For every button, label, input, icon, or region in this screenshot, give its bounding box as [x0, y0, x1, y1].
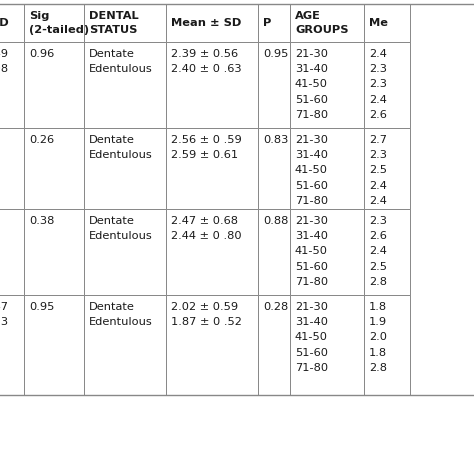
- Text: 2.4
2.3
2.3
2.4
2.6: 2.4 2.3 2.3 2.4 2.6: [369, 49, 387, 120]
- Bar: [364, 128, 410, 209]
- Bar: [0, 128, 24, 209]
- Text: .49
.08: .49 .08: [0, 49, 9, 74]
- Bar: [84, 295, 166, 395]
- Text: 0.95: 0.95: [263, 49, 288, 59]
- Text: 0.26: 0.26: [29, 135, 54, 145]
- Text: 2.7
2.3
2.5
2.4
2.4: 2.7 2.3 2.5 2.4 2.4: [369, 135, 387, 206]
- Text: 21-30
31-40
41-50
51-60
71-80: 21-30 31-40 41-50 51-60 71-80: [295, 302, 328, 373]
- Bar: [84, 128, 166, 209]
- Bar: [0, 4, 24, 42]
- Text: 0.28: 0.28: [263, 302, 288, 312]
- Text: 21-30
31-40
41-50
51-60
71-80: 21-30 31-40 41-50 51-60 71-80: [295, 49, 328, 120]
- Bar: [258, 4, 290, 42]
- Bar: [290, 42, 364, 128]
- Text: 2.47 ± 0.68
2.44 ± 0 .80: 2.47 ± 0.68 2.44 ± 0 .80: [171, 216, 242, 241]
- Bar: [258, 295, 290, 395]
- Bar: [84, 209, 166, 295]
- Bar: [258, 42, 290, 128]
- Bar: [24, 295, 84, 395]
- Bar: [0, 42, 24, 128]
- Text: 0.95: 0.95: [29, 302, 55, 312]
- Text: 2.39 ± 0.56
2.40 ± 0 .63: 2.39 ± 0.56 2.40 ± 0 .63: [171, 49, 242, 74]
- Text: P: P: [263, 18, 272, 28]
- Bar: [24, 42, 84, 128]
- Bar: [290, 128, 364, 209]
- Text: 0.88: 0.88: [263, 216, 288, 226]
- Bar: [364, 42, 410, 128]
- Text: AGE
GROUPS: AGE GROUPS: [295, 11, 348, 35]
- Text: SD: SD: [0, 18, 9, 28]
- Bar: [364, 209, 410, 295]
- Bar: [24, 209, 84, 295]
- Bar: [24, 128, 84, 209]
- Text: 2.02 ± 0.59
1.87 ± 0 .52: 2.02 ± 0.59 1.87 ± 0 .52: [171, 302, 242, 327]
- Text: 2.56 ± 0 .59
2.59 ± 0.61: 2.56 ± 0 .59 2.59 ± 0.61: [171, 135, 242, 160]
- Bar: [258, 209, 290, 295]
- Bar: [84, 42, 166, 128]
- Bar: [166, 128, 258, 209]
- Bar: [166, 4, 258, 42]
- Text: DENTAL
STATUS: DENTAL STATUS: [89, 11, 138, 35]
- Bar: [364, 4, 410, 42]
- Text: Mean ± SD: Mean ± SD: [171, 18, 241, 28]
- Bar: [0, 209, 24, 295]
- Bar: [84, 4, 166, 42]
- Text: Me: Me: [369, 18, 388, 28]
- Bar: [258, 128, 290, 209]
- Text: Dentate
Edentulous: Dentate Edentulous: [89, 216, 153, 241]
- Bar: [24, 4, 84, 42]
- Bar: [166, 209, 258, 295]
- Bar: [290, 295, 364, 395]
- Bar: [364, 295, 410, 395]
- Bar: [290, 4, 364, 42]
- Text: 0.83: 0.83: [263, 135, 288, 145]
- Text: Sig
(2-tailed): Sig (2-tailed): [29, 11, 89, 35]
- Text: .47
.13: .47 .13: [0, 302, 9, 327]
- Bar: [0, 295, 24, 395]
- Text: 0.38: 0.38: [29, 216, 55, 226]
- Text: 0.96: 0.96: [29, 49, 54, 59]
- Text: 2.3
2.6
2.4
2.5
2.8: 2.3 2.6 2.4 2.5 2.8: [369, 216, 387, 287]
- Text: 21-30
31-40
41-50
51-60
71-80: 21-30 31-40 41-50 51-60 71-80: [295, 135, 328, 206]
- Text: Dentate
Edentulous: Dentate Edentulous: [89, 135, 153, 160]
- Text: 1.8
1.9
2.0
1.8
2.8: 1.8 1.9 2.0 1.8 2.8: [369, 302, 387, 373]
- Bar: [166, 295, 258, 395]
- Text: Dentate
Edentulous: Dentate Edentulous: [89, 49, 153, 74]
- Bar: [166, 42, 258, 128]
- Text: Dentate
Edentulous: Dentate Edentulous: [89, 302, 153, 327]
- Bar: [290, 209, 364, 295]
- Text: 21-30
31-40
41-50
51-60
71-80: 21-30 31-40 41-50 51-60 71-80: [295, 216, 328, 287]
